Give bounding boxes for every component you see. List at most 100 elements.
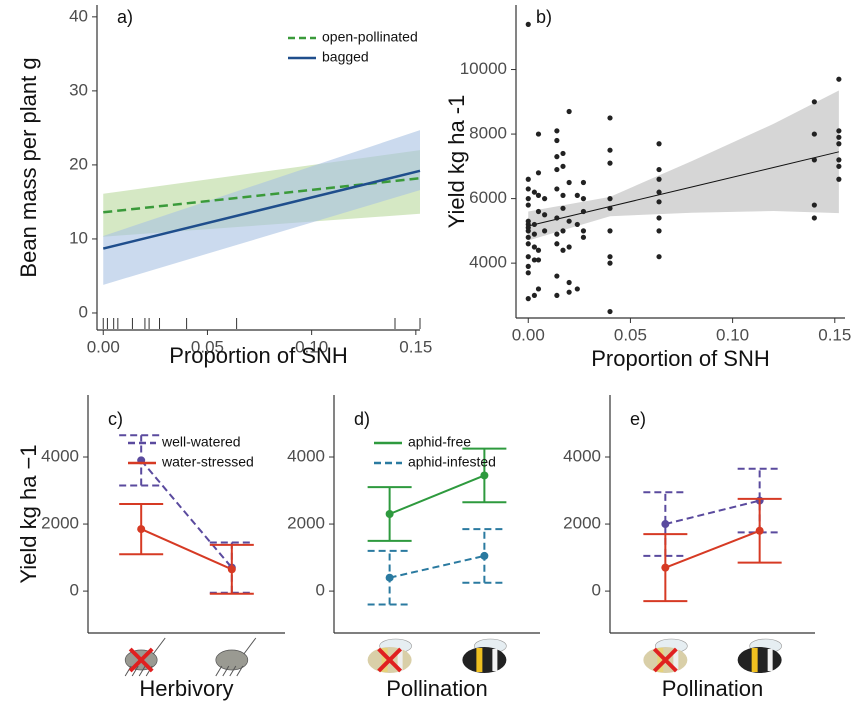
icon-stripe <box>751 648 758 672</box>
point <box>535 192 542 198</box>
y-tick-label: 10 <box>69 228 88 247</box>
category-icon <box>462 638 507 673</box>
point <box>542 228 548 234</box>
point <box>836 163 842 169</box>
point <box>836 141 842 147</box>
point <box>554 241 560 247</box>
point <box>656 166 662 173</box>
point <box>607 147 613 153</box>
x-axis-label: Proportion of SNH <box>591 346 770 371</box>
x-tick-label: 0.10 <box>295 337 328 356</box>
point <box>607 115 613 121</box>
y-axis-label: Bean mass per plant g <box>16 57 41 277</box>
point <box>566 108 572 115</box>
panel-label: e) <box>630 409 646 429</box>
legend-label: aphid-free <box>408 434 471 450</box>
point <box>755 526 764 535</box>
point <box>560 163 566 169</box>
point <box>525 241 531 247</box>
fit-line <box>102 169 421 250</box>
point <box>656 254 662 260</box>
ci-band <box>103 130 420 285</box>
icon-stripe <box>476 648 483 672</box>
point <box>566 289 572 295</box>
point <box>580 179 587 186</box>
point <box>836 134 842 140</box>
point <box>560 247 566 253</box>
point <box>566 218 572 224</box>
panel-label: c) <box>108 409 123 429</box>
point <box>560 205 566 211</box>
point <box>525 263 531 269</box>
icon-stripe <box>657 648 664 672</box>
x-axis-label: Herbivory <box>139 676 233 701</box>
ci-band <box>528 90 839 241</box>
x-tick-label: 0.00 <box>87 337 120 356</box>
panel-label: b) <box>536 7 552 27</box>
point <box>554 186 560 192</box>
point <box>535 286 542 292</box>
y-tick-label: 30 <box>69 80 88 99</box>
y-tick-label: 40 <box>69 6 88 25</box>
point <box>525 196 531 202</box>
point <box>554 137 560 144</box>
icon-cross <box>377 647 403 673</box>
category-icon <box>643 638 688 673</box>
point <box>656 215 662 221</box>
point <box>385 510 394 518</box>
point <box>566 244 572 250</box>
point <box>811 131 817 137</box>
x-axis-label: Pollination <box>386 676 488 701</box>
point <box>535 131 542 137</box>
point <box>661 520 670 529</box>
point <box>535 170 542 176</box>
point <box>385 573 394 582</box>
point <box>566 279 572 286</box>
y-tick-label: 2000 <box>41 514 79 533</box>
legend-label: aphid-infested <box>408 454 496 470</box>
category-icon <box>737 638 782 673</box>
point <box>656 228 662 234</box>
point <box>836 128 842 134</box>
point <box>535 247 542 253</box>
x-axis-label: Proportion of SNH <box>169 343 348 368</box>
y-tick-label: 2000 <box>287 514 325 533</box>
x-tick-label: 0.15 <box>399 337 432 356</box>
icon-antenna <box>243 637 257 655</box>
point <box>607 205 613 211</box>
x-axis-label: Pollination <box>662 676 764 701</box>
icon-body <box>462 647 507 673</box>
icon-cross <box>128 647 154 673</box>
icon-stripe <box>492 649 498 671</box>
point <box>661 563 670 572</box>
y-tick-label: 0 <box>70 581 79 600</box>
category-icon <box>215 637 257 677</box>
icon-stripe <box>381 648 388 672</box>
icon-antenna <box>152 637 166 655</box>
point <box>531 244 537 250</box>
point <box>607 308 613 315</box>
point <box>531 189 537 195</box>
y-tick-label: 20 <box>69 154 88 173</box>
series-line <box>664 529 761 569</box>
y-tick-label: 0 <box>592 581 601 600</box>
point <box>554 166 560 173</box>
y-tick-label: 2000 <box>563 514 601 533</box>
series-line <box>389 474 485 515</box>
icon-leg <box>215 665 223 677</box>
icon-stripe <box>397 649 403 671</box>
point <box>227 565 236 574</box>
point <box>531 292 537 299</box>
point <box>580 228 587 234</box>
category-icon <box>124 637 166 677</box>
point <box>535 257 542 263</box>
icon-stripe <box>673 649 679 671</box>
series-line <box>140 528 233 571</box>
point <box>560 192 566 198</box>
y-tick-label: 4000 <box>563 446 601 465</box>
point <box>531 221 537 228</box>
point <box>525 296 531 302</box>
point <box>811 99 817 105</box>
point <box>607 228 613 234</box>
point <box>525 21 531 27</box>
